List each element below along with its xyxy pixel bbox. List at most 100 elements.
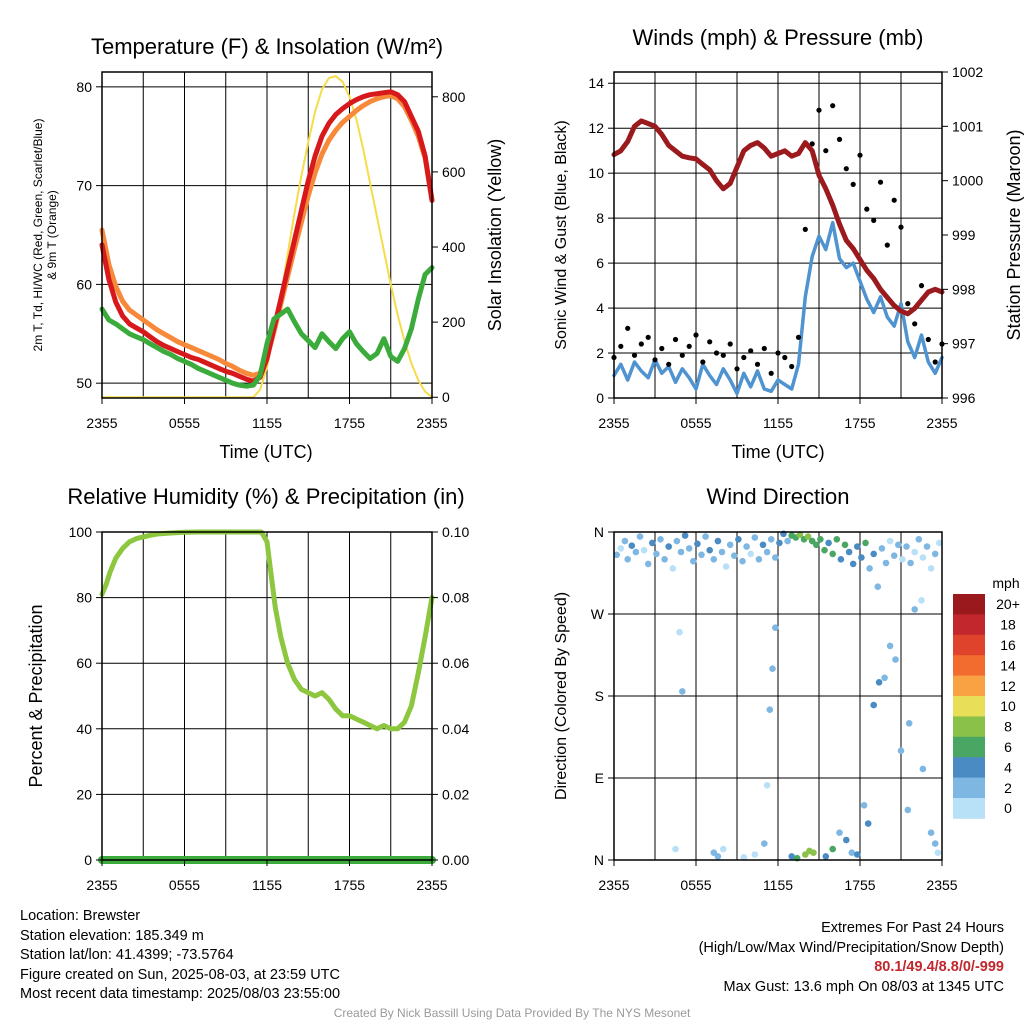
gust-point: [638, 341, 644, 347]
temperature-x-axis-label: Time (UTC): [219, 442, 312, 462]
direction-point: [784, 537, 791, 545]
direction-point: [829, 550, 836, 558]
y-tick-label: N: [594, 852, 604, 868]
direction-point: [849, 560, 857, 568]
direction-point: [854, 851, 861, 858]
x-tick-label: 2355: [598, 415, 629, 431]
gust-point: [912, 321, 918, 327]
direction-point: [679, 688, 686, 695]
max-gust: Max Gust: 13.6 mph On 08/03 at 1345 UTC: [723, 978, 1004, 995]
direction-point: [899, 556, 906, 563]
y-tick-label: N: [594, 524, 604, 540]
temperature-series: [99, 75, 435, 399]
winds-series: [611, 103, 945, 396]
direction-panel-title: Wind Direction: [706, 484, 849, 509]
gust-point: [836, 136, 843, 142]
direction-point: [858, 554, 865, 561]
direction-point: [740, 854, 748, 861]
y2-tick-label: 999: [952, 227, 976, 243]
direction-point: [769, 665, 776, 672]
direction-point: [672, 845, 679, 853]
x-tick-label: 0555: [680, 415, 711, 431]
direction-point: [772, 554, 779, 561]
gust-point: [700, 359, 706, 365]
gust-point: [713, 350, 720, 356]
gust-point: [850, 181, 856, 187]
y-tick-label: 12: [588, 120, 604, 136]
humidity-y-axis-label: Percent & Precipitation: [26, 604, 46, 787]
humidity-panel-title: Relative Humidity (%) & Precipitation (i…: [67, 484, 464, 509]
gust-point: [618, 343, 624, 349]
y-tick-label: 14: [588, 75, 604, 91]
direction-point: [804, 533, 812, 540]
y2-tick-label: 1001: [952, 118, 983, 134]
direction-point: [669, 565, 677, 572]
y-tick-label: 6: [596, 255, 604, 271]
y2-tick-label: 0.08: [442, 590, 469, 606]
direction-point: [706, 546, 713, 554]
temperature-grid: [101, 72, 433, 398]
speed-color-legend: mph 20+ 18 16 14 12 10 8 6 4 2 0: [953, 575, 1020, 819]
gust-point: [741, 354, 747, 361]
direction-point: [761, 840, 768, 847]
station-elevation: Station elevation: 185.349 m: [20, 927, 204, 944]
direction-point: [690, 557, 697, 565]
gust-point: [761, 345, 767, 352]
direction-point: [676, 628, 683, 636]
y-tick-label: S: [595, 688, 604, 704]
x-tick-label: 1755: [844, 415, 875, 431]
y2-tick-label: 200: [442, 314, 466, 330]
x-tick-label: 2355: [86, 415, 117, 431]
station-latlon: Station lat/lon: 41.4399; -73.5764: [20, 947, 234, 963]
direction-point: [915, 536, 923, 543]
figure-created: Figure created on Sun, 2025-08-03, at 23…: [20, 966, 340, 983]
y-tick-label: W: [591, 606, 605, 622]
y-tick-label: 8: [596, 210, 604, 226]
direction-point: [881, 674, 888, 682]
direction-point: [653, 550, 660, 558]
direction-point: [936, 539, 943, 547]
wind-y-axis-label: Sonic Wind & Gust (Blue, Black): [553, 120, 570, 349]
direction-point: [617, 545, 625, 552]
gust-point: [727, 341, 733, 347]
station-location: Location: Brewster: [20, 908, 141, 924]
winds-panel-title: Winds (mph) & Pressure (mb): [633, 25, 924, 50]
x-tick-label: 2355: [598, 877, 629, 893]
legend-title: mph: [992, 575, 1019, 591]
gust-point: [625, 325, 631, 331]
direction-point: [636, 533, 644, 540]
legend-color-swatch: [953, 757, 985, 778]
x-tick-label: 1155: [252, 415, 282, 431]
direction-y-axis-label: Direction (Colored By Speed): [553, 592, 570, 800]
direction-point: [726, 541, 734, 549]
direction-point: [628, 542, 636, 549]
direction-point: [759, 541, 767, 549]
direction-point: [841, 541, 849, 549]
direction-point: [874, 583, 882, 590]
gust-point: [789, 363, 795, 370]
direction-point: [886, 642, 894, 650]
direction-point: [747, 550, 754, 558]
y-tick-label: 100: [69, 524, 93, 540]
direction-point: [897, 747, 905, 754]
y2-tick-label: 0.06: [442, 655, 469, 671]
direction-point: [854, 543, 861, 550]
direction-point: [911, 606, 918, 613]
direction-point: [710, 849, 718, 856]
legend-label: 16: [1000, 637, 1016, 653]
gust-point: [918, 283, 925, 289]
direction-point: [772, 624, 779, 631]
x-tick-label: 2355: [86, 877, 117, 893]
x-tick-label: 0555: [169, 877, 200, 893]
direction-point: [751, 851, 759, 858]
gust-point: [707, 339, 713, 345]
direction-point: [776, 539, 783, 547]
direction-point: [903, 543, 910, 550]
legend-color-swatch: [953, 696, 985, 717]
legend-color-swatch: [953, 594, 985, 615]
direction-point: [829, 845, 836, 853]
direction-point: [698, 551, 705, 559]
direction-point: [763, 548, 771, 556]
direction-point: [657, 536, 664, 543]
direction-point: [904, 806, 912, 814]
